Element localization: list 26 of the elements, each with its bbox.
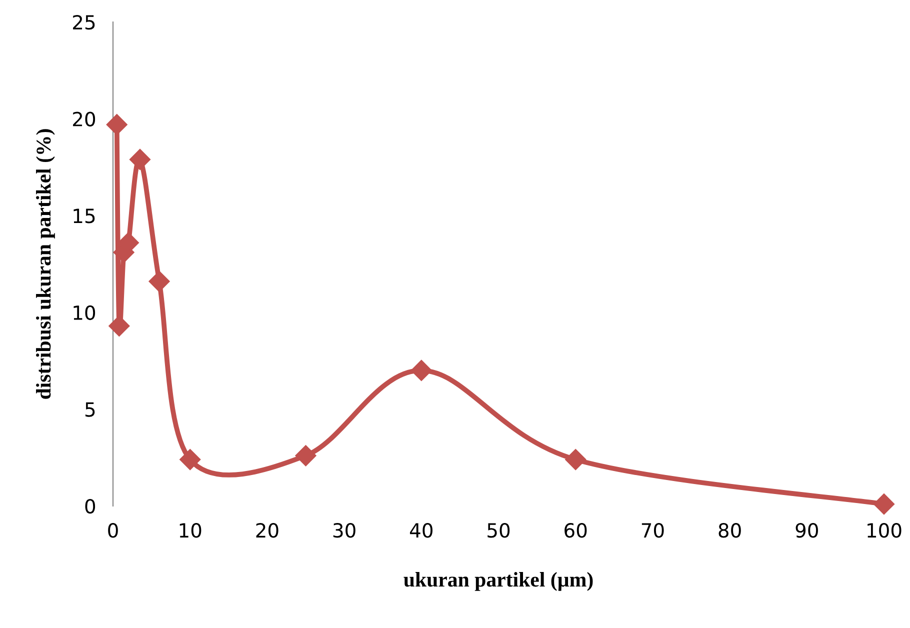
point (180, 449, 201, 470)
point (148, 270, 170, 292)
y-tick-label: 20 (73, 112, 96, 126)
point (295, 445, 316, 466)
x-tick-label: 70 (642, 523, 664, 538)
y-tick-label: 10 (74, 305, 96, 320)
x-tick-label: 40 (410, 523, 432, 538)
x-tick-label: 0 (108, 523, 118, 538)
x-tick-label: 10 (180, 523, 202, 538)
point (565, 449, 586, 470)
x-tick-label: 50 (488, 523, 510, 538)
x-tick-label: 20 (256, 523, 278, 538)
x-tick-label: 100 (868, 523, 902, 538)
y-tick-label: 5 (85, 402, 95, 417)
point (873, 494, 895, 515)
y-tick-label: 15 (74, 208, 95, 224)
x-axis-title: ukuran partikel (µm) (404, 572, 593, 591)
y-tick-label: 25 (73, 14, 95, 30)
y-tick-label: 0 (85, 498, 96, 514)
x-tick-label: 30 (333, 523, 356, 538)
point (129, 148, 150, 170)
y-axis-title: distribusi ukuran partikel (%) (36, 129, 55, 399)
x-tick-label: 60 (564, 523, 587, 538)
x-tick-label: 80 (718, 523, 741, 538)
point (410, 360, 432, 381)
x-tick-label: 90 (796, 523, 818, 538)
